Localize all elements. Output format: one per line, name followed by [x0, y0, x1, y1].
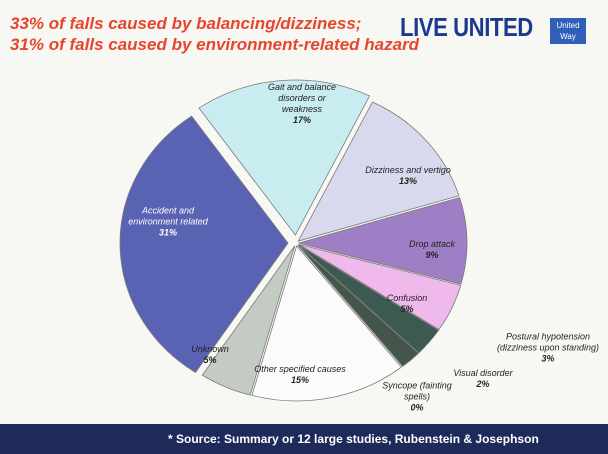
slice-label: Gait and balance disorders or weakness 17…: [257, 82, 347, 126]
slice-label: Confusion 5%: [362, 293, 452, 315]
footer-text: * Source: Summary or 12 large studies, R…: [168, 432, 539, 446]
title-line: 31% of falls caused by environment-relat…: [10, 35, 420, 54]
pie-slice: [198, 79, 371, 236]
pie-slice: [297, 245, 403, 367]
category-name: Drop attack: [408, 239, 456, 249]
footer-bar: * Source: Summary or 12 large studies, R…: [0, 424, 608, 454]
logo-badge: United Way: [550, 18, 586, 44]
slice-label: Unknown 5%: [165, 344, 255, 366]
category-name: Postural hypotension (dizziness upon sta…: [496, 331, 600, 353]
category-name: Unknown: [191, 344, 229, 354]
value-label: 5%: [203, 355, 217, 365]
pie-slice: [297, 244, 420, 367]
category-name: Confusion: [386, 293, 428, 303]
pie-slice: [251, 245, 403, 402]
logo: LIVE UNITED: [400, 12, 533, 42]
pie-slice: [201, 245, 296, 396]
slice-label: Drop attack 9%: [387, 239, 477, 261]
value-label: 3%: [541, 353, 555, 364]
category-name: Syncope (fainting spells): [382, 380, 452, 402]
value-label: 0%: [410, 402, 424, 413]
value-label: 2%: [476, 379, 490, 389]
pie-slice: [297, 197, 468, 285]
value-label: 31%: [158, 227, 177, 238]
category-name: Dizziness and vertigo: [365, 165, 451, 175]
title-line: 33% of falls caused by balancing/dizzine…: [10, 14, 362, 33]
pie-slice: [298, 243, 462, 331]
category-name: Accident and environment related: [128, 205, 208, 227]
slice-label: Dizziness and vertigo 13%: [363, 165, 453, 187]
slice-label: Syncope (fainting spells) 0%: [372, 381, 462, 414]
category-name: Other specified causes: [254, 364, 346, 374]
slice-label: Other specified causes 15%: [245, 364, 355, 386]
slice-label: Visual disorder 2%: [438, 368, 528, 390]
pie-slice: [119, 115, 289, 374]
slice-label: Accident and environment related 31%: [123, 206, 213, 239]
value-label: 9%: [425, 250, 439, 260]
pie-slice: [297, 101, 460, 242]
value-label: 13%: [398, 176, 417, 186]
pie-slice: [298, 244, 440, 354]
value-label: 15%: [290, 375, 309, 385]
value-label: 17%: [292, 115, 311, 125]
value-label: 5%: [400, 304, 414, 314]
category-name: Gait and balance disorders or weakness: [267, 82, 337, 114]
slice-label: Postural hypotension (dizziness upon sta…: [493, 332, 603, 365]
category-name: Visual disorder: [453, 368, 513, 378]
